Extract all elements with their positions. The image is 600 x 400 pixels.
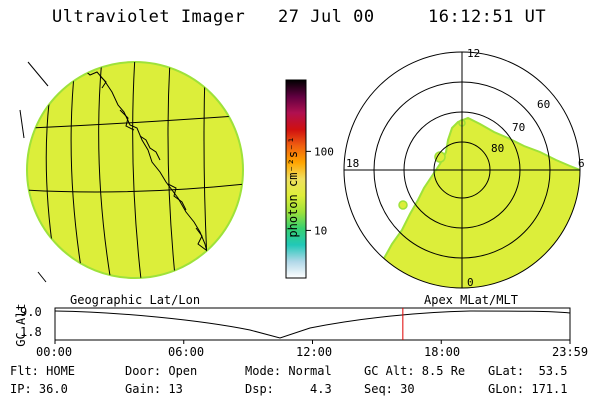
sequence-value: Seq: 30 bbox=[364, 382, 415, 396]
ip-value: IP: 36.0 bbox=[10, 382, 68, 396]
mlt-label-12: 12 bbox=[467, 47, 481, 60]
colorbar-tick-label: 100 bbox=[314, 145, 334, 158]
y-tick-label: 1.8 bbox=[20, 325, 42, 339]
date-label: 27 Jul 00 bbox=[278, 7, 375, 27]
emission-blob bbox=[398, 200, 408, 210]
lat-label-70: 70 bbox=[512, 121, 526, 134]
geographic-latitude: GLat: 53.5 bbox=[488, 364, 568, 378]
door-status: Door: Open bbox=[125, 364, 198, 378]
meridian-extension bbox=[27, 61, 49, 87]
lat-label-80: 80 bbox=[491, 142, 505, 155]
mlt-label-0: 0 bbox=[467, 276, 474, 289]
app-title: Ultraviolet Imager bbox=[52, 7, 246, 27]
y-tick-label: 9.0 bbox=[20, 305, 42, 319]
coastline bbox=[81, 67, 213, 271]
x-tick-label: 23:59 bbox=[552, 345, 589, 359]
meridian-extension bbox=[19, 109, 25, 139]
meridian-line bbox=[98, 62, 113, 278]
colorbar-fill bbox=[285, 79, 307, 279]
gain-value: Gain: 13 bbox=[125, 382, 183, 396]
meridian-line bbox=[70, 64, 85, 278]
auroral-emission-region bbox=[344, 116, 580, 288]
x-tick-label: 18:00 bbox=[424, 345, 461, 359]
timeline-frame bbox=[54, 307, 571, 341]
x-tick-label: 00:00 bbox=[36, 345, 73, 359]
mlt-label-18: 18 bbox=[346, 157, 360, 170]
dsp-value: Dsp: 4.3 bbox=[245, 382, 332, 396]
meridian-line bbox=[132, 62, 143, 278]
apex-panel-label: Apex MLat/MLT bbox=[424, 293, 518, 307]
meridian-line bbox=[167, 62, 177, 278]
parallel-line bbox=[27, 183, 243, 193]
altitude-curve bbox=[54, 310, 571, 339]
gc-altitude: GC Alt: 8.5 Re bbox=[364, 364, 466, 378]
lat-label-60: 60 bbox=[537, 98, 551, 111]
colorbar-tick-label: 10 bbox=[314, 224, 327, 237]
x-tick-label: 06:00 bbox=[168, 345, 205, 359]
flight-status: Flt: HOME bbox=[10, 364, 76, 378]
meridian-extension bbox=[37, 271, 47, 283]
time-label: 16:12:51 UT bbox=[428, 7, 547, 27]
x-tick-label: 12:00 bbox=[296, 345, 333, 359]
mlt-label-6: 6 bbox=[578, 157, 585, 170]
geographic-longitude: GLon: 171.1 bbox=[488, 382, 568, 396]
mode-status: Mode: Normal bbox=[245, 364, 332, 378]
geographic-panel-label: Geographic Lat/Lon bbox=[70, 293, 201, 307]
